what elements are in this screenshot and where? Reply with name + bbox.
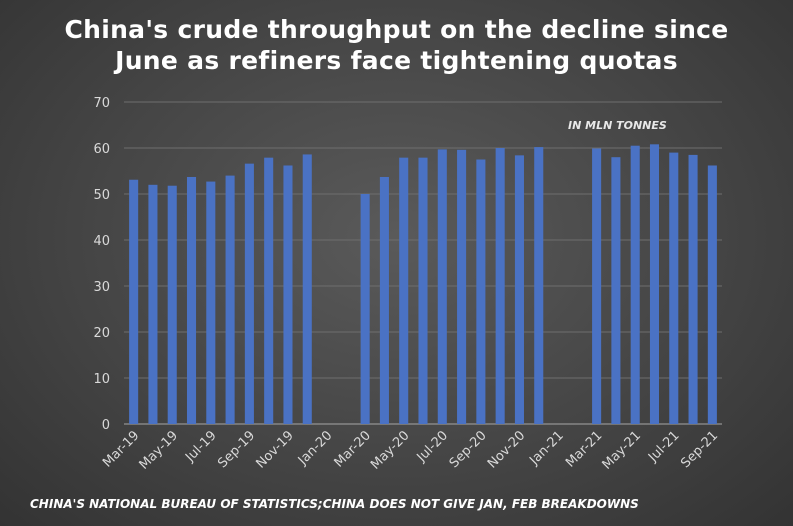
- bar-oct-19: [264, 157, 274, 424]
- bar-mar-21: [592, 148, 602, 424]
- bar-sep-19: [244, 163, 254, 424]
- x-tick-label: Jan-21: [526, 428, 567, 469]
- x-tick-label: Mar-20: [332, 428, 374, 470]
- bar-aug-19: [225, 175, 235, 424]
- bar-dec-19: [302, 154, 312, 424]
- bar-jul-19: [206, 181, 216, 424]
- bar-nov-19: [283, 165, 293, 425]
- x-tick-label: Sep-20: [447, 428, 490, 471]
- bar-jul-21: [669, 152, 679, 424]
- source-note: CHINA'S NATIONAL BUREAU OF STATISTICS;CH…: [30, 497, 639, 511]
- bar-may-19: [167, 185, 177, 424]
- y-tick-label: 20: [93, 326, 110, 341]
- bar-dec-20: [534, 147, 544, 424]
- bar-jun-19: [186, 176, 197, 424]
- y-tick-label: 70: [93, 96, 110, 111]
- chart-title-line-2: June as refiners face tightening quotas: [115, 46, 678, 75]
- x-tick-label: Jan-20: [295, 428, 336, 469]
- bar-jun-21: [649, 144, 660, 424]
- bar-aug-20: [457, 149, 467, 424]
- y-tick-label: 50: [93, 188, 110, 203]
- x-tick-label: Mar-21: [563, 428, 605, 470]
- x-tick-label: Nov-20: [485, 428, 528, 471]
- bar-sep-20: [476, 159, 486, 424]
- chart-title: China's crude throughput on the decline …: [0, 14, 793, 76]
- chart-title-line-1: China's crude throughput on the decline …: [64, 15, 729, 44]
- bar-mar-20: [360, 194, 370, 424]
- bars: [129, 144, 717, 425]
- x-tick-label: Jul-20: [414, 428, 451, 465]
- y-tick-label: 10: [93, 372, 110, 387]
- x-tick-label: May-19: [137, 428, 181, 472]
- bar-jun-20: [418, 157, 428, 424]
- bar-aug-21: [688, 154, 698, 424]
- bar-may-20: [399, 157, 409, 424]
- bar-mar-19: [129, 179, 139, 424]
- x-tick-label: Sep-19: [215, 428, 258, 471]
- bar-apr-19: [148, 184, 158, 424]
- x-tick-label: Jul-21: [645, 428, 682, 465]
- x-tick-label: May-21: [600, 428, 644, 472]
- bar-apr-20: [379, 176, 389, 424]
- bar-jul-20: [437, 149, 447, 424]
- units-annotation: IN MLN TONNES: [568, 119, 667, 132]
- y-tick-label: 40: [93, 234, 110, 249]
- x-tick-label: Sep-21: [678, 428, 721, 471]
- bar-oct-20: [495, 148, 505, 424]
- bar-sep-21: [707, 165, 717, 425]
- x-tick-label: May-20: [368, 428, 412, 472]
- x-tick-label: Mar-19: [100, 428, 142, 470]
- bar-nov-20: [514, 155, 524, 425]
- y-axis: 0 10 20 30 40 50 60 70: [93, 96, 110, 433]
- bar-apr-21: [611, 157, 621, 424]
- y-tick-label: 60: [93, 142, 110, 157]
- y-tick-label: 0: [102, 418, 110, 433]
- x-tick-label: Jul-19: [182, 428, 219, 465]
- x-tick-label: Nov-19: [253, 428, 296, 471]
- y-tick-label: 30: [93, 280, 110, 295]
- bar-may-21: [630, 145, 640, 424]
